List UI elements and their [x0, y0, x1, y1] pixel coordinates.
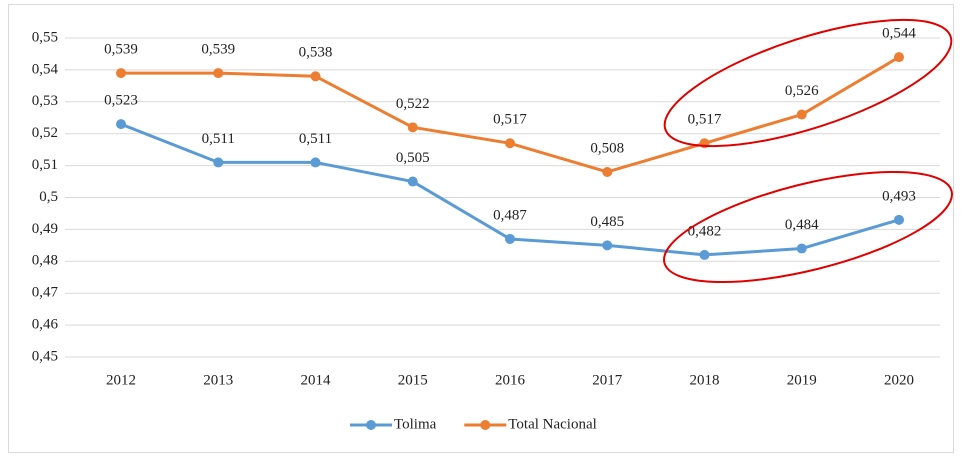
data-point — [796, 109, 807, 120]
y-tick-label: 0,55 — [32, 29, 58, 45]
data-label: 0,517 — [688, 112, 722, 128]
chart-border — [8, 4, 954, 453]
data-label: 0,487 — [493, 207, 527, 223]
data-point — [505, 233, 515, 244]
highlight-ellipse — [663, 18, 953, 148]
y-tick-label: 0,54 — [32, 61, 59, 77]
data-label: 0,505 — [396, 150, 430, 166]
legend-marker — [480, 420, 491, 430]
data-label: 0,508 — [590, 140, 624, 156]
y-tick-label: 0,52 — [32, 125, 58, 141]
data-point — [505, 138, 515, 149]
data-point — [602, 240, 613, 251]
x-tick-label: 2012 — [106, 372, 136, 388]
y-tick-label: 0,51 — [32, 157, 58, 173]
data-label: 0,538 — [299, 45, 333, 61]
data-label: 0,544 — [882, 26, 916, 42]
x-tick-label: 2018 — [690, 372, 720, 388]
data-label: 0,493 — [882, 188, 916, 204]
x-tick-label: 2017 — [592, 372, 623, 388]
data-label: 0,539 — [201, 42, 235, 58]
y-tick-label: 0,45 — [32, 348, 58, 364]
x-tick-label: 2016 — [495, 372, 526, 388]
data-point — [116, 119, 126, 130]
data-point — [310, 71, 321, 82]
y-tick-label: 0,49 — [32, 221, 58, 237]
data-point — [310, 157, 321, 168]
data-label: 0,482 — [688, 223, 722, 239]
data-label: 0,517 — [493, 112, 527, 128]
data-point — [407, 176, 418, 187]
y-tick-label: 0,47 — [32, 285, 59, 301]
data-label: 0,539 — [104, 42, 138, 58]
data-point — [894, 214, 904, 225]
legend-label: Tolima — [394, 416, 437, 432]
y-tick-label: 0,48 — [32, 253, 58, 269]
data-label: 0,511 — [202, 131, 235, 147]
data-label: 0,526 — [785, 83, 819, 99]
data-point — [699, 249, 710, 260]
data-point — [894, 52, 904, 63]
legend-label: Total Nacional — [508, 416, 597, 432]
data-point — [796, 243, 807, 254]
data-point — [602, 166, 613, 177]
plot-area: 0,45 0,46 0,47 0,48 0,49 0,5 0,51 0,52 0,53 0,54 0… — [32, 26, 940, 432]
data-label: 0,511 — [299, 131, 332, 147]
data-point — [116, 68, 126, 79]
data-point — [213, 68, 224, 79]
data-point — [213, 157, 224, 168]
y-tick-label: 0,5 — [39, 189, 58, 205]
data-label: 0,522 — [396, 96, 430, 112]
data-label: 0,523 — [104, 93, 138, 109]
x-tick-label: 2013 — [203, 372, 233, 388]
x-tick-label: 2014 — [301, 372, 332, 388]
x-tick-label: 2020 — [884, 372, 914, 388]
data-point — [407, 122, 418, 133]
legend-marker — [366, 420, 376, 430]
x-tick-label: 2015 — [398, 372, 428, 388]
data-label: 0,484 — [785, 217, 819, 233]
y-tick-label: 0,46 — [32, 317, 59, 333]
y-tick-label: 0,53 — [32, 93, 58, 109]
x-tick-label: 2019 — [787, 372, 817, 388]
highlight-ellipse — [663, 171, 953, 283]
data-label: 0,485 — [590, 214, 624, 230]
